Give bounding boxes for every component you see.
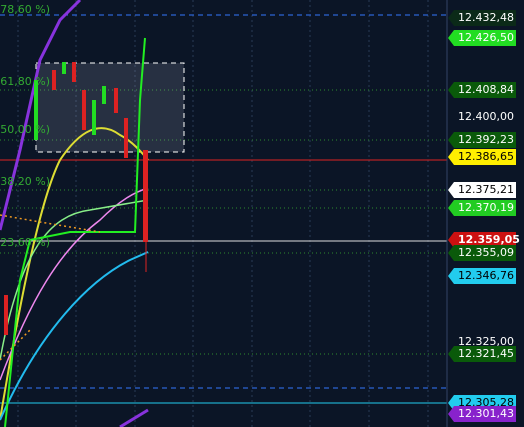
price-label: 12.305,28 bbox=[458, 396, 514, 409]
candles bbox=[4, 62, 148, 335]
price-label: 12.301,43 bbox=[458, 407, 514, 420]
price-tag bbox=[448, 232, 516, 248]
fib-label: (78,60 %) bbox=[0, 3, 50, 16]
price-label: 12.375,21 bbox=[458, 183, 514, 196]
price-label: 12.370,19 bbox=[458, 201, 514, 214]
indicators bbox=[0, 0, 149, 427]
price-label: 12.321,45 bbox=[458, 347, 514, 360]
selection-box bbox=[35, 62, 185, 153]
fib-label: (38,20 %) bbox=[0, 175, 50, 188]
price-tag bbox=[448, 30, 516, 46]
price-tag bbox=[448, 200, 516, 216]
price-tag bbox=[448, 406, 516, 422]
price-tag bbox=[448, 10, 516, 26]
price-label: 12.408,84 bbox=[458, 83, 514, 96]
price-label: 12.325,00 bbox=[458, 335, 514, 348]
price-tag bbox=[448, 245, 516, 261]
fib-label: (23,60 %) bbox=[0, 236, 50, 249]
price-label: 12.392,23 bbox=[458, 133, 514, 146]
price-label: 12.426,50 bbox=[458, 31, 514, 44]
level-lines bbox=[0, 89, 447, 355]
fib-label: (50,00 %) bbox=[0, 123, 50, 136]
price-label: 12.432,48 bbox=[458, 11, 514, 24]
price-label: 12.386,65 bbox=[458, 150, 514, 163]
price-label: 12.355,09 bbox=[458, 246, 514, 259]
price-tag bbox=[448, 268, 516, 284]
price-tag bbox=[448, 132, 516, 148]
price-tag bbox=[448, 82, 516, 98]
price-tag bbox=[448, 182, 516, 198]
price-label: 12.400,00 bbox=[458, 110, 514, 123]
price-tag bbox=[448, 149, 516, 165]
price-tag bbox=[448, 346, 516, 362]
price-label: 12.359,05 bbox=[458, 233, 520, 246]
price-label: 12.346,76 bbox=[458, 269, 514, 282]
fib-label: (61,80 %) bbox=[0, 75, 50, 88]
